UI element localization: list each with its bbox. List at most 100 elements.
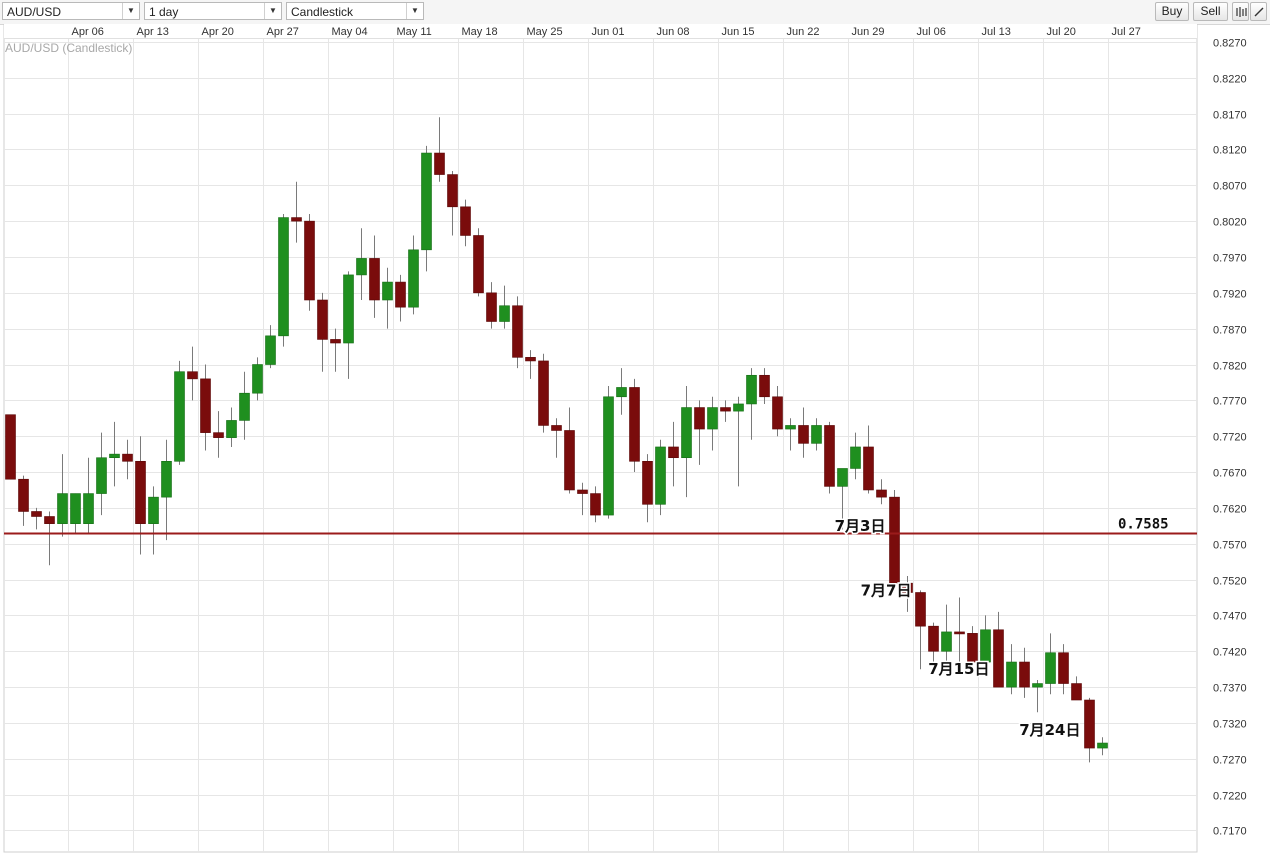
candle[interactable] — [876, 479, 887, 505]
candle[interactable] — [356, 228, 367, 300]
candle[interactable] — [486, 282, 497, 329]
candle[interactable] — [551, 418, 562, 458]
bar-chart-icon[interactable] — [1232, 2, 1249, 21]
candle[interactable] — [759, 368, 770, 404]
candle[interactable] — [226, 407, 237, 447]
candle[interactable] — [889, 489, 900, 587]
candle[interactable] — [96, 432, 107, 516]
candle[interactable] — [187, 346, 198, 401]
candlestick-chart[interactable]: 0.8270 0.8220 0.8170 0.8120 0.8070 0.8020 0.79… — [0, 24, 1270, 855]
candle[interactable] — [811, 418, 822, 451]
candle[interactable] — [915, 590, 926, 670]
candle[interactable] — [148, 486, 159, 555]
candle[interactable] — [213, 411, 224, 458]
candle[interactable] — [109, 421, 120, 487]
candle[interactable] — [1006, 644, 1017, 695]
candle[interactable] — [421, 145, 432, 272]
chevron-down-icon[interactable]: ▼ — [264, 3, 281, 19]
candle[interactable] — [395, 274, 406, 322]
candle[interactable] — [44, 511, 55, 566]
candle[interactable] — [18, 475, 29, 526]
candle[interactable] — [525, 350, 536, 379]
candle[interactable] — [434, 117, 445, 182]
candle[interactable] — [772, 386, 783, 437]
sell-button[interactable]: Sell — [1193, 2, 1228, 21]
candle[interactable] — [70, 493, 81, 533]
buy-button[interactable]: Buy — [1155, 2, 1189, 21]
candle[interactable] — [31, 507, 42, 530]
candle[interactable] — [473, 228, 484, 297]
candle[interactable] — [954, 597, 965, 670]
candle[interactable] — [291, 181, 302, 243]
candle[interactable] — [252, 357, 263, 401]
candle[interactable] — [1071, 676, 1082, 701]
candle[interactable] — [1045, 633, 1056, 695]
candle[interactable] — [902, 576, 913, 612]
candle[interactable] — [1058, 644, 1069, 695]
candle[interactable] — [694, 400, 705, 465]
candle[interactable] — [382, 267, 393, 329]
candle[interactable] — [200, 364, 211, 451]
candle[interactable] — [330, 328, 341, 372]
candle[interactable] — [785, 418, 796, 451]
candle[interactable] — [304, 213, 315, 311]
chevron-down-icon[interactable]: ▼ — [406, 3, 423, 19]
candle[interactable] — [538, 353, 549, 433]
chart-style-select[interactable]: Candlestick ▼ — [286, 2, 424, 20]
interval-select[interactable]: 1 day ▼ — [144, 2, 282, 20]
candle[interactable] — [83, 457, 94, 533]
candle[interactable] — [135, 436, 146, 555]
candle-body-up — [161, 460, 172, 498]
candle-body-up — [603, 396, 614, 516]
candle[interactable] — [1097, 737, 1108, 756]
candle[interactable] — [824, 421, 835, 494]
candle[interactable] — [265, 325, 276, 369]
candle[interactable] — [863, 425, 874, 494]
candle[interactable] — [993, 611, 1004, 688]
candle[interactable] — [499, 285, 510, 329]
candle[interactable] — [590, 486, 601, 523]
candle[interactable] — [408, 235, 419, 315]
chevron-down-icon[interactable]: ▼ — [122, 3, 139, 19]
candle[interactable] — [1019, 647, 1030, 698]
candle[interactable] — [655, 439, 666, 516]
candle[interactable] — [928, 622, 939, 670]
candle[interactable] — [278, 213, 289, 347]
candle[interactable] — [577, 482, 588, 516]
candle[interactable] — [941, 604, 952, 670]
candle[interactable] — [343, 271, 354, 379]
candle[interactable] — [5, 414, 16, 480]
candle[interactable] — [1084, 697, 1095, 763]
candle[interactable] — [720, 400, 731, 422]
candle[interactable] — [733, 396, 744, 487]
candle[interactable] — [837, 468, 848, 530]
candle[interactable] — [980, 615, 991, 670]
candle[interactable] — [616, 368, 627, 415]
candle[interactable] — [707, 396, 718, 451]
candle[interactable] — [57, 454, 68, 537]
candle[interactable] — [564, 407, 575, 494]
candle[interactable] — [746, 368, 757, 440]
candle[interactable] — [369, 235, 380, 318]
candle-body-down — [824, 425, 835, 487]
candle[interactable] — [512, 296, 523, 369]
candle[interactable] — [668, 421, 679, 487]
candle[interactable] — [642, 454, 653, 523]
candle[interactable] — [174, 360, 185, 465]
candle[interactable] — [161, 439, 172, 541]
candle[interactable] — [967, 626, 978, 666]
candle[interactable] — [603, 386, 614, 519]
candle[interactable] — [1032, 679, 1043, 713]
candle[interactable] — [317, 292, 328, 372]
candle[interactable] — [629, 378, 640, 473]
candle[interactable] — [798, 407, 809, 458]
candle[interactable] — [850, 432, 861, 480]
candle[interactable] — [239, 371, 250, 440]
candle[interactable] — [460, 199, 471, 247]
draw-line-icon[interactable] — [1250, 2, 1267, 21]
symbol-select[interactable]: AUD/USD ▼ — [2, 2, 140, 20]
candle[interactable] — [122, 439, 133, 480]
candle[interactable] — [681, 386, 692, 498]
candle[interactable] — [447, 170, 458, 236]
y-tick-label: 0.7770 — [1213, 396, 1247, 408]
